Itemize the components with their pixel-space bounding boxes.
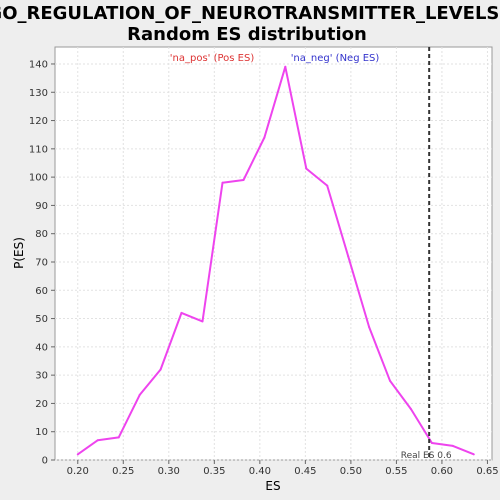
chart-title-line1: GO_REGULATION_OF_NEUROTRANSMITTER_LEVELS… <box>0 3 500 24</box>
data-point <box>201 320 204 323</box>
data-point <box>389 379 392 382</box>
real-es-label: Real ES 0.6 <box>401 451 452 461</box>
data-point <box>472 453 475 456</box>
data-point <box>451 444 454 447</box>
grid <box>55 47 492 461</box>
x-tick-label: 0.50 <box>340 466 362 477</box>
y-tick-label: 40 <box>35 342 48 353</box>
y-tick-label: 110 <box>29 144 48 155</box>
y-tick-label: 100 <box>29 173 48 184</box>
y-tick-label: 50 <box>35 314 48 325</box>
data-point <box>117 436 120 439</box>
data-point <box>96 439 99 442</box>
y-tick-label: 90 <box>35 201 48 212</box>
axis-ticks: 0 10 20 30 40 50 60 70 80 90 100 110 120 130 140 0.20 0.… <box>29 59 499 477</box>
data-point <box>242 178 245 181</box>
data-point <box>284 65 287 68</box>
data-point <box>305 167 308 170</box>
y-tick-label: 30 <box>35 371 48 382</box>
data-point <box>368 326 371 329</box>
data-point <box>76 453 79 456</box>
x-tick-label: 0.65 <box>476 466 498 477</box>
data-point <box>326 184 329 187</box>
y-tick-label: 20 <box>35 399 48 410</box>
series-layer <box>76 65 475 456</box>
y-tick-label: 10 <box>35 427 48 438</box>
x-tick-label: 0.60 <box>431 466 453 477</box>
x-tick-label: 0.40 <box>249 466 271 477</box>
x-tick-label: 0.55 <box>385 466 407 477</box>
x-axis-label: ES <box>265 479 280 493</box>
legend-neg-label: 'na_neg' (Neg ES) <box>291 53 380 64</box>
y-tick-label: 140 <box>29 59 48 70</box>
data-point <box>409 408 412 411</box>
y-tick-label: 70 <box>35 257 48 268</box>
series-line <box>77 65 475 456</box>
x-tick-label: 0.25 <box>112 466 134 477</box>
y-tick-label: 60 <box>35 286 48 297</box>
data-point <box>347 255 350 258</box>
y-axis-label: P(ES) <box>12 237 26 269</box>
y-tick-label: 80 <box>35 229 48 240</box>
data-point <box>159 368 162 371</box>
real-es-layer: Real ES 0.6 <box>401 47 452 461</box>
y-tick-label: 0 <box>42 456 48 467</box>
x-tick-label: 0.45 <box>294 466 316 477</box>
legend-pos-label: 'na_pos' (Pos ES) <box>170 53 255 64</box>
data-point <box>263 136 266 139</box>
data-point <box>138 393 141 396</box>
plot-area <box>54 46 493 461</box>
y-tick-label: 120 <box>29 116 48 127</box>
data-point <box>221 181 224 184</box>
x-tick-label: 0.20 <box>67 466 89 477</box>
y-tick-label: 130 <box>29 88 48 99</box>
data-point <box>430 442 433 445</box>
chart-title-line2: Random ES distribution <box>127 24 367 45</box>
x-tick-label: 0.30 <box>158 466 180 477</box>
data-point <box>180 311 183 314</box>
x-tick-label: 0.35 <box>203 466 225 477</box>
